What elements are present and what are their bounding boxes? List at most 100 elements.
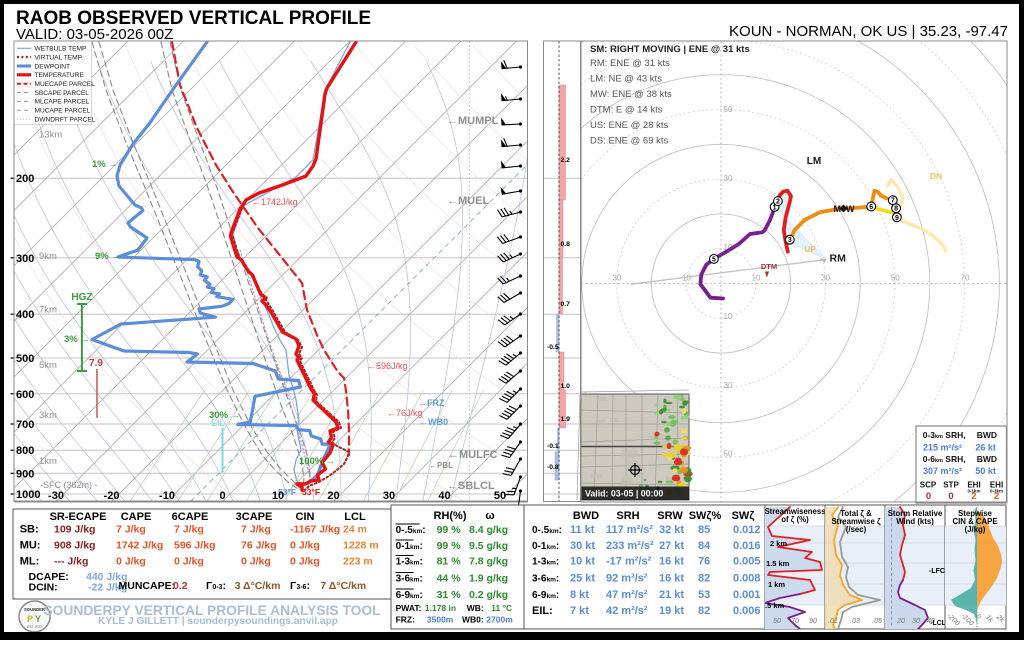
svg-text:←FRZ: ←FRZ [418,398,445,408]
svg-text:11 kt: 11 kt [570,524,595,536]
svg-text:0 J/kg: 0 J/kg [290,556,320,568]
svg-text:2 km: 2 km [770,539,787,548]
svg-text:30: 30 [383,490,395,502]
svg-text:44 %: 44 % [437,573,462,585]
svg-text:50: 50 [724,450,733,459]
svg-text:2: 2 [994,491,999,502]
svg-text:Wind (kts): Wind (kts) [896,517,934,526]
svg-text:85: 85 [698,524,710,536]
svg-text:-LFC: -LFC [929,568,945,575]
svg-text:(J/kg): (J/kg) [965,525,986,534]
svg-text:-17 m²/s²: -17 m²/s² [606,556,652,568]
svg-text:-0.1: -0.1 [547,443,559,450]
svg-text:90: 90 [809,618,817,625]
svg-text:0.006: 0.006 [733,605,761,617]
svg-text:DEWPOINT: DEWPOINT [35,63,71,70]
svg-text:109 J/kg: 109 J/kg [54,524,95,536]
svg-text:←WB0: ←WB0 [419,417,448,427]
svg-text:BWD: BWD [977,454,997,464]
svg-text:200: 200 [16,173,34,185]
svg-text:400: 400 [16,309,34,321]
svg-text:7.8 g/kg: 7.8 g/kg [469,556,508,568]
svg-text:30 kt: 30 kt [570,540,595,552]
svg-text:16 kt: 16 kt [659,556,684,568]
svg-text:LM: NE @ 43 kts: LM: NE @ 43 kts [590,74,662,85]
svg-text:215 m²/s²: 215 m²/s² [923,443,962,453]
svg-text:24 m: 24 m [343,524,367,536]
svg-text:of ζ (%): of ζ (%) [781,515,809,524]
svg-text:RM: ENE @ 31 kts: RM: ENE @ 31 kts [590,58,670,69]
svg-text:-0.8: -0.8 [547,464,559,471]
svg-text:27 kt: 27 kt [659,540,684,552]
svg-text:3CAPE: 3CAPE [236,511,273,523]
svg-text:←MUEL: ←MUEL [447,195,489,207]
svg-text:30: 30 [821,274,830,283]
svg-text:50: 50 [773,618,781,625]
svg-text:1.9 g/kg: 1.9 g/kg [469,573,508,585]
svg-text:7 J/kg: 7 J/kg [116,524,146,536]
svg-text:←MUMPL: ←MUMPL [447,115,499,127]
svg-text:1km: 1km [39,456,57,467]
svg-text:RH(%): RH(%) [434,510,467,522]
svg-text:1.5 km: 1.5 km [766,559,790,568]
svg-text:.05: .05 [872,618,882,625]
svg-text:US: ENE @ 28 kts: US: ENE @ 28 kts [590,120,669,131]
svg-text:←76J/kg: ←76J/kg [387,408,423,418]
svg-text:3-6km:: 3-6km: [532,574,559,585]
svg-text:M: M [834,204,842,214]
svg-text:20: 20 [327,490,339,502]
svg-text:81 %: 81 % [437,556,462,568]
svg-text:300: 300 [16,253,34,265]
svg-text:0.2 g/kg: 0.2 g/kg [469,589,508,601]
svg-text:0: 0 [219,490,225,502]
svg-text:6: 6 [869,204,873,211]
svg-text:0.005: 0.005 [733,556,761,568]
svg-text:WB:: WB: [467,603,484,613]
svg-text:5km: 5km [39,360,57,371]
svg-text:0.012: 0.012 [733,524,761,536]
svg-text:3: 3 [788,237,792,244]
svg-text:99 %: 99 % [437,524,462,536]
svg-text:FRZ:: FRZ: [396,615,416,625]
svg-text:40: 40 [438,490,450,502]
svg-text:82: 82 [698,573,710,585]
svg-text:0.008: 0.008 [733,573,761,585]
svg-text:50 kt: 50 kt [975,466,996,476]
svg-text:82: 82 [698,605,710,617]
svg-text:VIRTUAL TEMP: VIRTUAL TEMP [35,54,83,61]
svg-text:Y: Y [35,614,41,624]
svg-text:20: 20 [896,618,905,625]
svg-text:MLCAPE PARCEL: MLCAPE PARCEL [35,99,90,106]
svg-text:8.4 g/kg: 8.4 g/kg [469,524,508,536]
svg-text:223 m: 223 m [343,556,373,568]
svg-text:900: 900 [16,468,34,480]
svg-text:9% →: 9% → [95,251,121,262]
svg-text:9km: 9km [39,251,57,262]
svg-text:0.2: 0.2 [173,580,188,592]
svg-text:13km: 13km [39,129,62,140]
svg-text:30: 30 [613,274,622,283]
svg-text:3500m: 3500m [427,615,454,625]
svg-text:70: 70 [961,274,970,283]
svg-text:9: 9 [895,215,899,222]
svg-text:.5 km: .5 km [765,601,785,610]
svg-text:KOUN - NORMAN, OK US | 35.23,: KOUN - NORMAN, OK US | 35.23, -97.47 [729,23,1008,40]
svg-text:307 m²/s²: 307 m²/s² [923,466,962,476]
svg-text:500: 500 [16,353,34,365]
svg-text:Valid: 03-05 | 00:00: Valid: 03-05 | 00:00 [585,489,663,499]
svg-text:SRH: SRH [616,510,639,522]
svg-text:70: 70 [791,618,799,625]
svg-text:10: 10 [272,490,284,502]
svg-text:STP: STP [943,481,959,490]
svg-text:47 m²/s²: 47 m²/s² [606,589,648,601]
svg-text:99 %: 99 % [437,540,462,552]
svg-text:DCIN:: DCIN: [29,582,58,594]
svg-text:30: 30 [724,381,733,390]
svg-text:0 J/kg: 0 J/kg [116,556,146,568]
svg-text:←SBLCL: ←SBLCL [447,480,495,492]
svg-text:53°F: 53°F [302,487,320,497]
svg-text:1-3km:: 1-3km: [532,557,559,568]
svg-text:SBCAPE PARCEL: SBCAPE PARCEL [35,90,90,97]
svg-text:9.5 g/kg: 9.5 g/kg [469,540,508,552]
svg-text:←PBL: ←PBL [429,461,453,470]
